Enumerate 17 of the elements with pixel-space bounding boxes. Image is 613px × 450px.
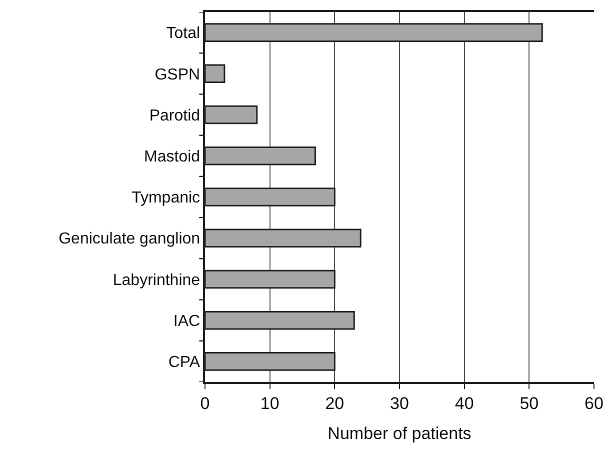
y-tick-label: Tympanic <box>132 190 200 207</box>
y-tick-label: Total <box>166 25 200 42</box>
y-tick-label: Parotid <box>149 107 200 124</box>
x-tick-label: 10 <box>260 394 280 414</box>
x-tick-label: 20 <box>325 394 344 414</box>
x-tick-label: 40 <box>454 394 474 414</box>
y-tick-label: IAC <box>173 312 200 330</box>
x-tick-label: 60 <box>584 394 604 414</box>
y-tick-label: CPA <box>168 354 200 372</box>
y-tick-label: Labyrinthine <box>112 272 200 289</box>
y-tick-label: Geniculate ganglion <box>58 230 200 248</box>
x-tick-label: 30 <box>390 394 409 414</box>
x-tick-label: 0 <box>200 394 210 414</box>
y-tick-label: Mastoid <box>144 148 200 166</box>
x-axis-title: Number of patients <box>328 424 472 444</box>
y-tick-label: GSPN <box>154 66 200 84</box>
x-tick-label: 50 <box>520 394 539 414</box>
